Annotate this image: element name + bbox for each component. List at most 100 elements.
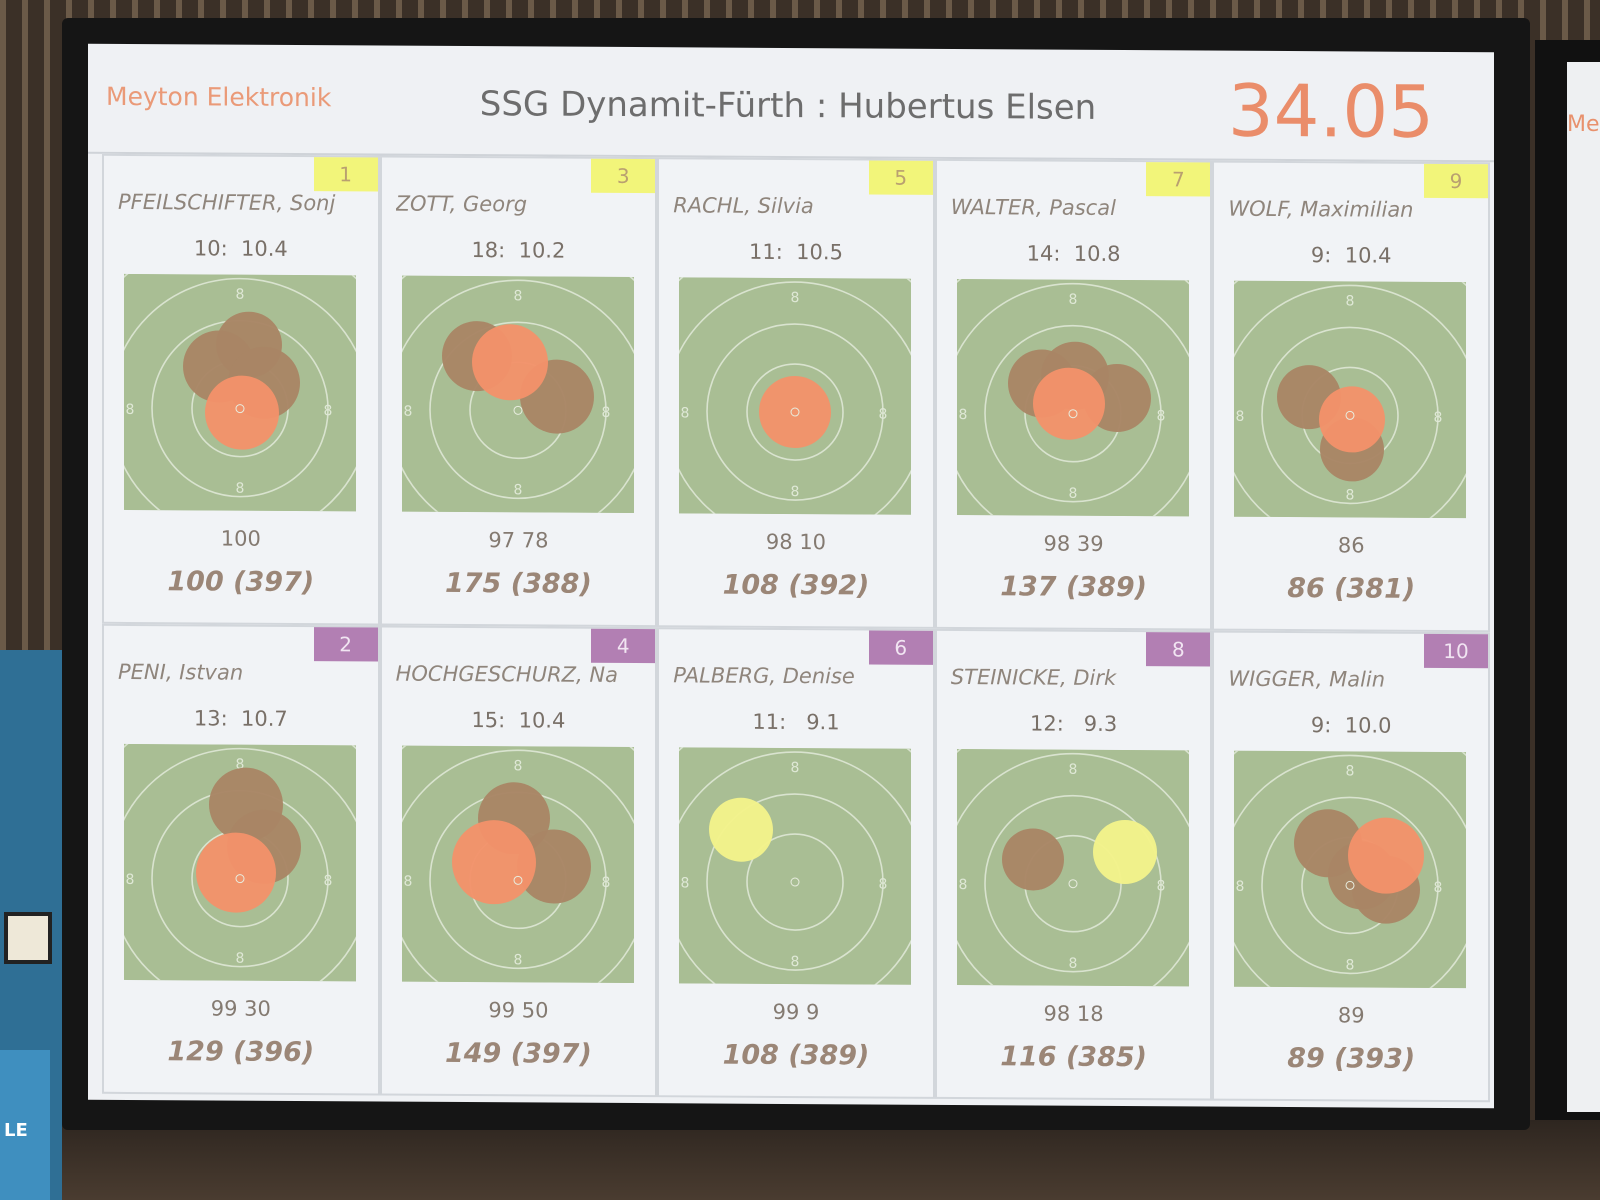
scoring-ring (956, 752, 1189, 987)
target-svg: 78878877 (679, 747, 912, 985)
last-shot: 9: 10.0 (1310, 713, 1392, 738)
lane-badge: 8 (1146, 632, 1211, 667)
ring-number: 8 (236, 951, 245, 967)
scoring-ring (679, 751, 912, 985)
last-shot: 13: 10.7 (193, 706, 288, 731)
bullseye (235, 874, 245, 884)
lane-badge: 6 (868, 630, 933, 665)
adjacent-monitor-text: Me (1567, 62, 1600, 1112)
total-score: 116 (385) (1000, 1041, 1147, 1074)
side-banner-label: LE (0, 1050, 50, 1200)
shooter-card[interactable]: 7 WALTER, Pascal 14: 10.8 78878877 98 39… (934, 158, 1213, 631)
current-shot-hole (471, 324, 548, 401)
ring-number: 8 (791, 954, 800, 970)
last-shot: 10: 10.4 (193, 236, 288, 261)
series-score: 98 39 (1043, 531, 1104, 556)
shooter-name: ZOTT, Georg (395, 191, 528, 217)
ring-number: 8 (1156, 408, 1165, 424)
last-shot: 12: 9.3 (1029, 711, 1118, 736)
ring-number: 8 (1068, 486, 1077, 502)
brand-label: Meyton Elektronik (106, 81, 332, 113)
ring-number: 8 (958, 407, 967, 423)
ring-number: 8 (1346, 293, 1355, 309)
last-shot: 18: 10.2 (471, 238, 566, 263)
scoring-ring (1234, 284, 1467, 519)
scoring-ring (428, 321, 607, 500)
series-score: 99 9 (772, 999, 820, 1025)
shooter-name: PALBERG, Denise (673, 663, 855, 689)
shooter-name: WOLF, Maximilian (1228, 196, 1414, 222)
ring-number: 8 (1068, 762, 1077, 778)
ring-number: 8 (601, 405, 610, 421)
scoring-ring (983, 794, 1162, 973)
scoring-ring (706, 793, 884, 971)
shooter-card[interactable]: 5 RACHL, Silvia 11: 10.5 78878877 98 10 … (657, 157, 935, 629)
shooter-card[interactable]: 3 ZOTT, Georg 18: 10.2 78878877 97 78 17… (379, 155, 658, 628)
lane-badge: 9 (1424, 163, 1488, 199)
ring-number: 8 (601, 875, 610, 891)
scoreboard-header: Meyton Elektronik SSG Dynamit-Fürth : Hu… (88, 43, 1494, 163)
scoring-ring (983, 324, 1162, 503)
total-score: 137 (389) (1000, 571, 1147, 604)
shooter-card[interactable]: 1 PFEILSCHIFTER, Sonj 10: 10.4 78878877 … (102, 153, 380, 626)
shooter-card[interactable]: 8 STEINICKE, Dirk 12: 9.3 78878877 98 18… (934, 628, 1213, 1101)
last-shot: 15: 10.4 (471, 708, 566, 733)
shooter-card[interactable]: 9 WOLF, Maximilian 9: 10.4 78878877 86 8… (1212, 160, 1490, 633)
bullseye (1068, 409, 1078, 419)
shooter-name: RACHL, Silvia (673, 193, 814, 219)
ring-number: 8 (236, 481, 245, 497)
ring-number: 8 (791, 290, 800, 306)
total-score: 100 (397) (167, 566, 315, 599)
target-display: 78878877 (401, 745, 634, 984)
highlight-shot-hole (709, 797, 774, 862)
shooter-card[interactable]: 6 PALBERG, Denise 11: 9.1 78878877 99 9 … (657, 627, 935, 1099)
match-clock: 34.05 (1227, 68, 1434, 154)
shooter-name: HOCHGESCHURZ, Na (395, 661, 618, 687)
target-display: 78878877 (956, 279, 1189, 517)
scoring-ring (401, 279, 634, 514)
scoring-ring (124, 277, 356, 512)
ring-number: 8 (236, 757, 245, 773)
shooter-name: PFEILSCHIFTER, Sonj (118, 189, 336, 216)
total-score: 108 (392) (722, 569, 870, 602)
ring-number: 8 (513, 952, 522, 968)
shooter-card[interactable]: 4 HOCHGESCHURZ, Na 15: 10.4 78878877 99 … (379, 625, 658, 1098)
current-shot-hole (196, 832, 276, 913)
ring-number: 8 (879, 877, 888, 893)
total-score: 86 (381) (1287, 573, 1416, 605)
match-title: SSG Dynamit-Fürth : Hubertus Elsen (479, 84, 1097, 128)
shooter-card[interactable]: 10 WIGGER, Malin 9: 10.0 78878877 89 89 … (1212, 630, 1490, 1103)
bullseye (1345, 880, 1355, 890)
previous-shot-hole (516, 829, 591, 904)
target-display: 78878877 (1234, 750, 1467, 989)
target-svg: 78878877 (124, 743, 356, 982)
target-svg: 78878877 (679, 277, 912, 515)
ring-number: 8 (1236, 879, 1245, 895)
series-score: 89 (1337, 1003, 1365, 1028)
lane-badge: 4 (591, 628, 656, 664)
ring-number: 8 (1236, 409, 1245, 425)
total-score: 149 (397) (444, 1037, 592, 1070)
last-shot: 9: 10.4 (1310, 243, 1392, 268)
scoring-ring (1234, 754, 1467, 989)
lane-badge: 1 (313, 157, 378, 192)
scoring-ring (1261, 796, 1440, 975)
scoring-ring (746, 363, 844, 461)
shooter-card[interactable]: 2 PENI, Istvan 13: 10.7 78878877 99 30 1… (102, 623, 380, 1096)
scoreboard-screen: Meyton Elektronik SSG Dynamit-Fürth : Hu… (88, 43, 1494, 1109)
current-shot-hole (759, 376, 832, 449)
lane-badge: 7 (1146, 162, 1211, 197)
target-svg: 78878877 (401, 745, 634, 984)
bullseye (235, 404, 245, 414)
ring-number: 8 (403, 874, 412, 890)
target-svg: 78878877 (1234, 280, 1467, 519)
shooter-name: WIGGER, Malin (1228, 666, 1386, 692)
ring-number: 8 (1346, 763, 1355, 779)
ring-number: 8 (126, 872, 135, 888)
target-display: 78878877 (401, 275, 634, 514)
ring-number: 8 (1434, 880, 1443, 896)
series-score: 86 (1337, 533, 1365, 558)
scoring-ring (956, 282, 1189, 517)
bullseye (513, 405, 523, 415)
ring-number: 8 (1068, 292, 1077, 308)
